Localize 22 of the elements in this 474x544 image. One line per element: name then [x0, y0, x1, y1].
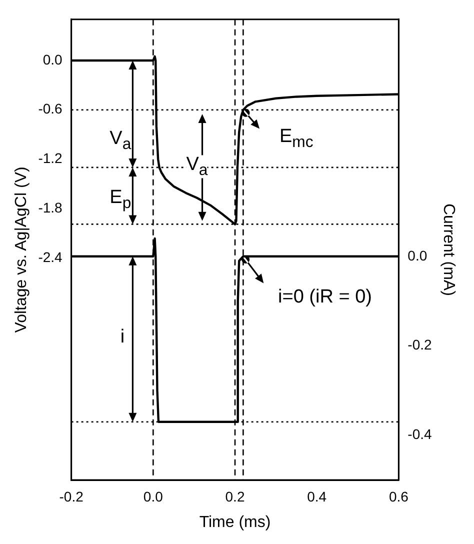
- x-tick-label: -0.2: [59, 488, 84, 504]
- y2-axis-title: Current (mA): [440, 203, 457, 296]
- x-axis-title: Time (ms): [199, 514, 271, 531]
- annotation: i: [120, 326, 125, 348]
- x-tick-label: 0.2: [225, 488, 245, 504]
- x-tick-label: 0.6: [388, 488, 409, 504]
- y-axis-title: Voltage vs. Ag|AgCl (V): [13, 166, 30, 333]
- y-tick-label: -1.2: [38, 150, 63, 166]
- annotation: E$_{p}$: [110, 188, 132, 212]
- y2-tick-label: -0.4: [408, 426, 432, 442]
- y2-tick-label: -0.2: [408, 336, 432, 353]
- y-tick-label: -1.8: [38, 199, 63, 216]
- y-tick-label: -2.4: [38, 248, 63, 265]
- x-tick-label: 0.4: [307, 488, 327, 504]
- annotation: V$_{a}$: [186, 154, 208, 179]
- y-tick-label: -0.6: [38, 100, 63, 117]
- y-tick-label: 0.0: [42, 51, 63, 68]
- x-tick-label: 0.0: [143, 488, 164, 504]
- annotation: V$_{a}$: [110, 128, 132, 154]
- annotation: E$_{mc}$: [279, 126, 314, 151]
- y2-tick-label: 0.0: [408, 247, 428, 264]
- annotation: i=0 (iR = 0): [278, 286, 372, 308]
